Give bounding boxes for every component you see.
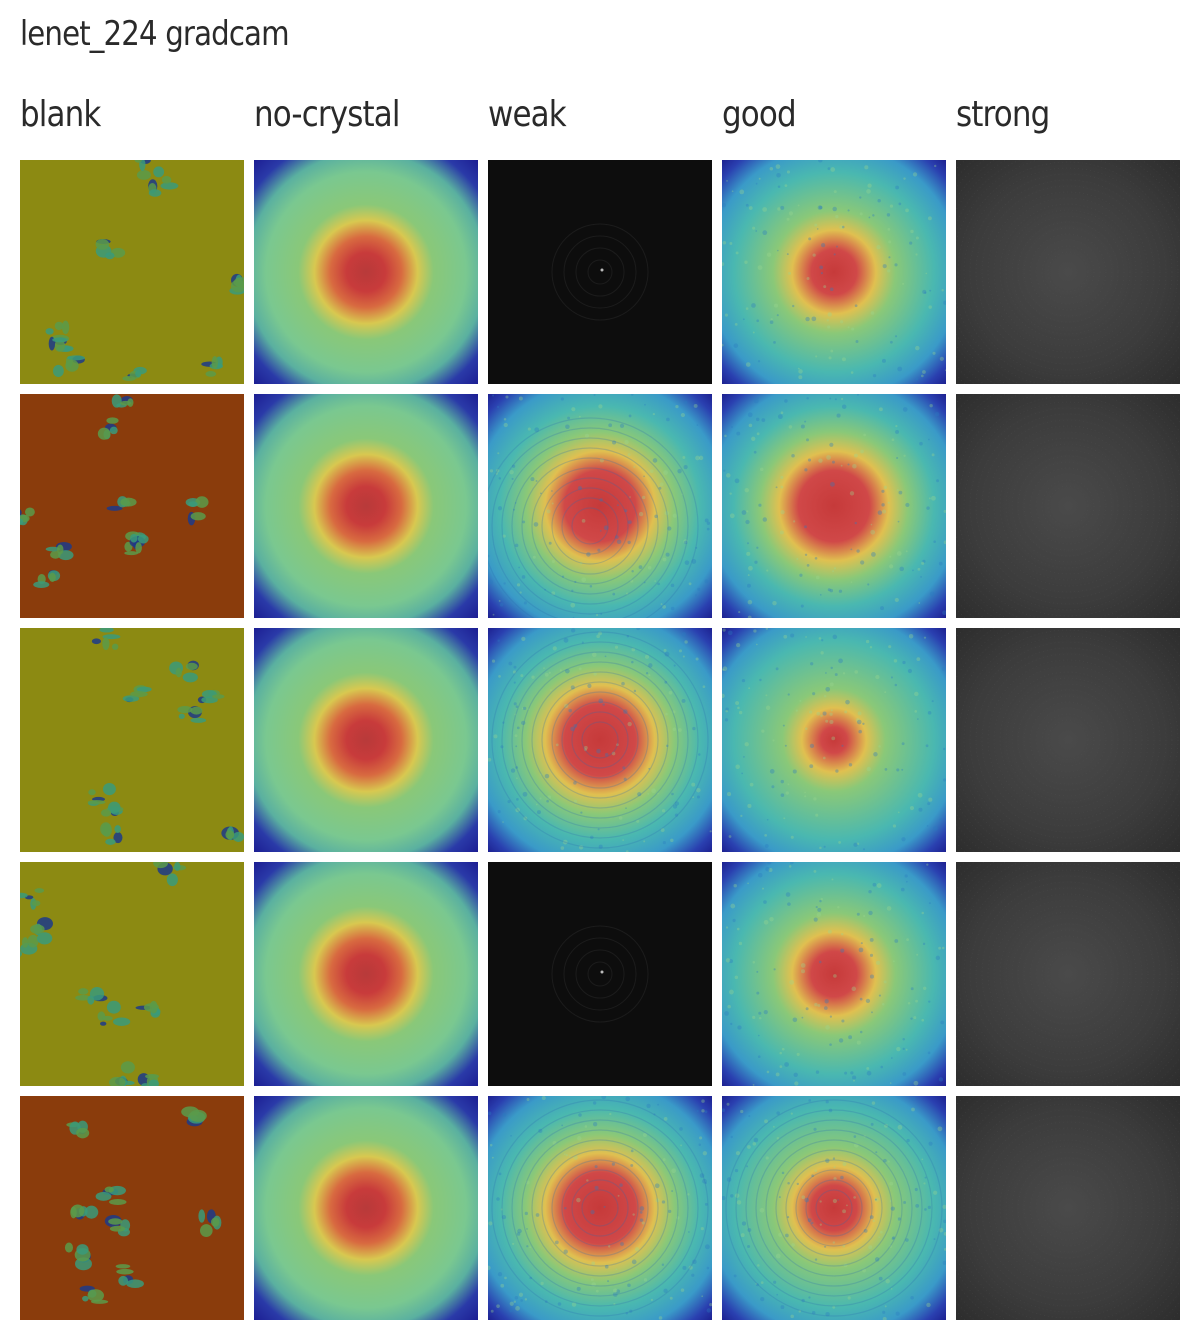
heatmap-tile-blank-row-4: [20, 862, 244, 1086]
heatmap-tile-blank-row-2: [20, 394, 244, 618]
heatmap-image: [488, 160, 712, 384]
heatmap-tile-no-crystal-row-1: [254, 160, 478, 384]
heatmap-image: [488, 394, 712, 618]
heatmap-tile-blank-row-5: [20, 1096, 244, 1320]
heatmap-tile-good-row-5: [722, 1096, 946, 1320]
heatmap-tile-good-row-4: [722, 862, 946, 1086]
heatmap-image: [722, 1096, 946, 1320]
heatmap-tile-weak-row-2: [488, 394, 712, 618]
heatmap-image: [254, 160, 478, 384]
heatmap-image: [722, 628, 946, 852]
heatmap-image: [956, 862, 1180, 1086]
heatmap-image: [254, 1096, 478, 1320]
heatmap-image: [956, 160, 1180, 384]
heatmap-tile-weak-row-1: [488, 160, 712, 384]
heatmap-tile-strong-row-5: [956, 1096, 1180, 1320]
heatmap-tile-good-row-1: [722, 160, 946, 384]
figure-title: lenet_224 gradcam: [20, 14, 290, 54]
heatmap-tile-no-crystal-row-5: [254, 1096, 478, 1320]
heatmap-tile-no-crystal-row-3: [254, 628, 478, 852]
heatmap-tile-strong-row-2: [956, 394, 1180, 618]
heatmap-image: [254, 628, 478, 852]
column-header-no-crystal: no-crystal: [254, 94, 400, 135]
column-header-weak: weak: [488, 94, 567, 135]
heatmap-tile-weak-row-4: [488, 862, 712, 1086]
column-header-strong: strong: [956, 94, 1050, 135]
image-grid: [20, 160, 1180, 1320]
heatmap-image: [254, 862, 478, 1086]
heatmap-tile-strong-row-3: [956, 628, 1180, 852]
heatmap-tile-blank-row-1: [20, 160, 244, 384]
heatmap-tile-strong-row-1: [956, 160, 1180, 384]
heatmap-image: [956, 1096, 1180, 1320]
heatmap-tile-strong-row-4: [956, 862, 1180, 1086]
heatmap-image: [488, 628, 712, 852]
heatmap-image: [722, 862, 946, 1086]
column-header-good: good: [722, 94, 797, 135]
heatmap-image: [956, 394, 1180, 618]
heatmap-image: [722, 160, 946, 384]
column-header-blank: blank: [20, 94, 101, 135]
heatmap-tile-weak-row-3: [488, 628, 712, 852]
heatmap-image: [488, 862, 712, 1086]
heatmap-image: [956, 628, 1180, 852]
heatmap-tile-good-row-3: [722, 628, 946, 852]
heatmap-image: [254, 394, 478, 618]
heatmap-image: [20, 394, 244, 618]
heatmap-tile-no-crystal-row-2: [254, 394, 478, 618]
heatmap-tile-blank-row-3: [20, 628, 244, 852]
heatmap-image: [20, 1096, 244, 1320]
heatmap-image: [20, 160, 244, 384]
heatmap-image: [722, 394, 946, 618]
heatmap-image: [20, 628, 244, 852]
heatmap-image: [488, 1096, 712, 1320]
heatmap-tile-weak-row-5: [488, 1096, 712, 1320]
heatmap-image: [20, 862, 244, 1086]
heatmap-tile-no-crystal-row-4: [254, 862, 478, 1086]
heatmap-tile-good-row-2: [722, 394, 946, 618]
